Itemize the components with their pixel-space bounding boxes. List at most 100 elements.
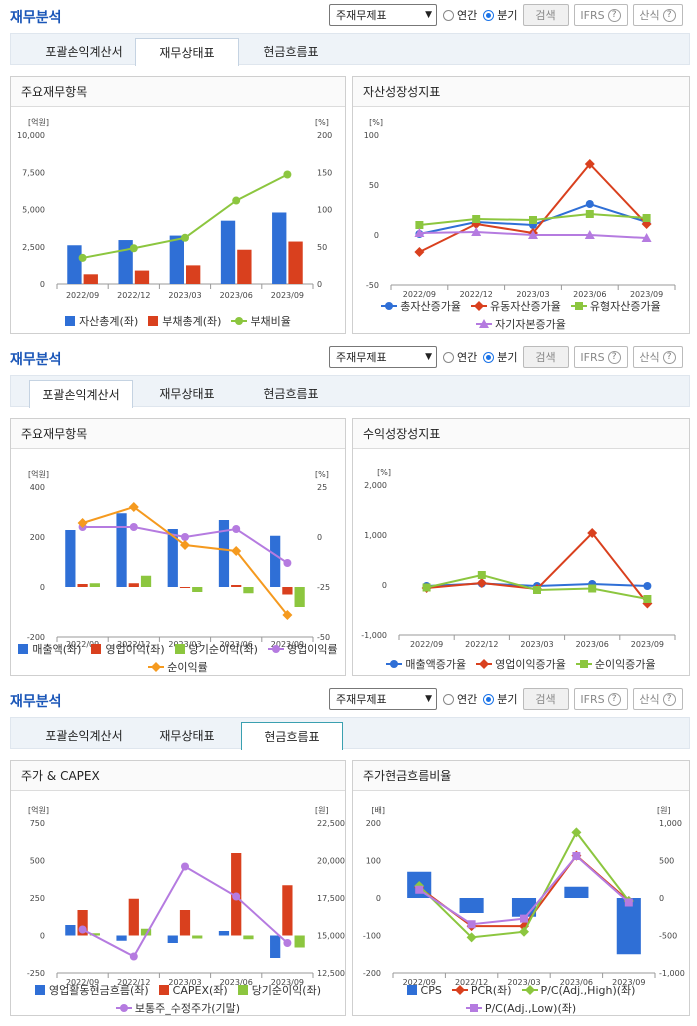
legend-item[interactable]: 영업활동현금흐름(좌)	[34, 982, 149, 998]
left-tick-label: 750	[30, 819, 45, 828]
panel-key-financials: 주요재무항목 [억원] [%] 400 200 0 -200 25 0 -25 -50 2022/0…	[10, 418, 346, 676]
right-tick-label: 15,000	[317, 932, 345, 941]
left-tick-label: 1,000	[364, 531, 387, 540]
radio-quarter-label: 분기	[497, 9, 518, 22]
legend-item[interactable]: P/C(Adj.,Low)(좌)	[465, 1000, 576, 1016]
tab-cash-flow[interactable]: 현금흐름표	[241, 722, 343, 750]
radio-quarter-label: 분기	[497, 351, 518, 364]
legend-item[interactable]: 매출액증가율	[386, 656, 466, 672]
radio-quarter-dot[interactable]	[483, 351, 495, 363]
legend-item[interactable]: 순이익증가율	[575, 656, 656, 672]
formula-button[interactable]: 산식?	[632, 4, 683, 26]
tab-balance-sheet[interactable]: 재무상태표	[135, 38, 239, 66]
data-point-유형자산증가율	[415, 221, 424, 229]
legend-item[interactable]: 유형자산증가율	[570, 298, 661, 314]
legend-label: P/C(Adj.,High)(좌)	[540, 984, 636, 997]
data-point-부채비율	[232, 196, 241, 205]
chart-legend: 매출액증가율 영업이익증가율 순이익증가율	[353, 656, 689, 674]
help-icon: ?	[662, 692, 676, 706]
legend-item[interactable]: 총자산증가율	[381, 298, 461, 314]
legend-line-marker	[575, 660, 592, 668]
legend-item[interactable]: 부채총계(좌)	[148, 313, 221, 329]
legend-item[interactable]: 영업이익(좌)	[91, 641, 165, 657]
legend-item[interactable]: P/C(Adj.,High)(좌)	[521, 982, 636, 998]
ifrs-button[interactable]: IFRS?	[573, 346, 628, 368]
legend-marker	[119, 1004, 128, 1012]
statement-type-select[interactable]: 주재무제표 ▼	[329, 346, 437, 368]
left-axis-unit: [%]	[377, 468, 391, 477]
panel-title: 자산성장성지표	[353, 77, 689, 107]
legend-line-marker	[115, 1004, 132, 1012]
radio-annual-dot[interactable]	[443, 9, 454, 21]
radio-quarter-dot[interactable]	[483, 9, 495, 21]
data-point-순이익증가율	[643, 595, 652, 603]
legend-item[interactable]: PCR(좌)	[451, 982, 512, 998]
legend-label: 유동자산증가율	[490, 300, 561, 313]
statement-type-select[interactable]: 주재무제표 ▼	[329, 688, 437, 710]
radio-quarter-dot[interactable]	[483, 693, 495, 705]
radio-annual-label: 연간	[457, 351, 478, 364]
legend-item[interactable]: 유동자산증가율	[471, 298, 561, 314]
search-button[interactable]: 검색	[522, 346, 569, 368]
tab-cash-flow[interactable]: 현금흐름표	[263, 387, 319, 401]
radio-quarter[interactable]: 분기	[483, 7, 518, 23]
legend-item[interactable]: CPS	[406, 982, 442, 998]
category-label: 2022/12	[117, 640, 150, 649]
formula-button[interactable]: 산식?	[632, 346, 683, 368]
legend-marker	[474, 301, 485, 311]
radio-annual-dot[interactable]	[443, 351, 454, 363]
tab-balance-sheet[interactable]: 재무상태표	[159, 387, 215, 401]
radio-quarter[interactable]: 분기	[483, 349, 518, 365]
legend-item[interactable]: 순이익률	[148, 659, 208, 675]
legend-swatch	[174, 644, 185, 654]
legend-label: PCR(좌)	[470, 984, 512, 997]
legend-line-marker	[521, 985, 538, 995]
data-point-순이익증가율	[422, 583, 431, 592]
legend-label: 자기자본증가율	[495, 318, 566, 331]
data-point-자기자본증가율	[641, 233, 652, 242]
tab-balance-sheet[interactable]: 재무상태표	[159, 729, 215, 743]
category-label: 2022/12	[460, 290, 493, 299]
category-label: 2023/09	[612, 978, 645, 987]
left-tick-label: 200	[30, 533, 45, 542]
legend-item[interactable]: 당기순이익(좌)	[174, 641, 258, 657]
search-button[interactable]: 검색	[522, 4, 569, 26]
controls-bar: 주재무제표 ▼ 연간 분기 검색 IFRS? 산식?	[329, 346, 683, 368]
radio-annual[interactable]: 연간	[443, 7, 477, 23]
category-label: 2023/03	[516, 290, 549, 299]
legend-item[interactable]: 보통주_수정주가(기말)	[115, 1000, 240, 1016]
tab-income-statement[interactable]: 포괄손익계산서	[45, 729, 123, 743]
legend-item[interactable]: 당기순이익(좌)	[237, 982, 321, 998]
legend-label: 당기순이익(좌)	[251, 984, 321, 997]
ifrs-button[interactable]: IFRS?	[573, 688, 628, 710]
legend-item[interactable]: 자기자본증가율	[476, 316, 566, 332]
legend-line-marker	[386, 660, 403, 668]
statement-type-select[interactable]: 주재무제표 ▼	[329, 4, 437, 26]
legend-label: 순이익증가율	[594, 658, 656, 671]
category-label: 2022/09	[410, 640, 443, 649]
radio-quarter[interactable]: 분기	[483, 691, 518, 707]
ifrs-button[interactable]: IFRS?	[573, 4, 628, 26]
data-point-보통주_수정주가(기말)	[78, 925, 87, 934]
data-point-유형자산증가율	[472, 215, 481, 223]
formula-button[interactable]: 산식?	[632, 688, 683, 710]
panel-key-financials: 주요재무항목 [억원] [%] 10,000 7,500 5,000 2,500 0 200 1…	[10, 76, 346, 334]
search-button[interactable]: 검색	[522, 688, 569, 710]
legend-item[interactable]: 매출액(좌)	[18, 641, 81, 657]
bar-CPS	[616, 898, 641, 955]
legend-item[interactable]: 자산총계(좌)	[65, 313, 138, 329]
legend-item[interactable]: 영업이익률	[267, 641, 338, 657]
bar-매출액(좌)	[65, 530, 76, 587]
left-tick-label: 7,500	[22, 168, 45, 177]
bar-당기순이익(좌)	[89, 933, 100, 936]
tab-income-statement[interactable]: 포괄손익계산서	[45, 45, 123, 59]
legend-item[interactable]: 영업이익증가율	[476, 656, 566, 672]
tab-income-statement[interactable]: 포괄손익계산서	[29, 380, 133, 408]
legend-item[interactable]: CAPEX(좌)	[158, 982, 228, 998]
radio-annual[interactable]: 연간	[443, 349, 477, 365]
radio-annual-dot[interactable]	[443, 693, 454, 705]
tab-cash-flow[interactable]: 현금흐름표	[263, 45, 319, 59]
legend-item[interactable]: 부채비율	[231, 313, 291, 329]
radio-annual[interactable]: 연간	[443, 691, 477, 707]
